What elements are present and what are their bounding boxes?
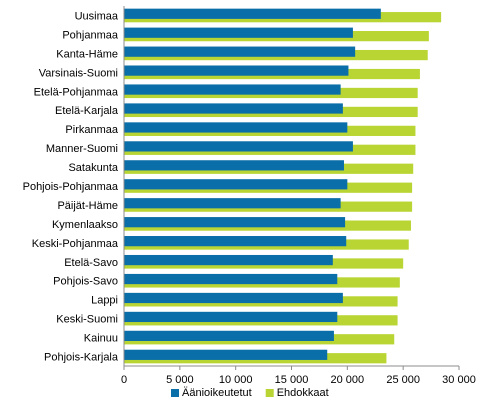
bar-aanioikeutetut-kymenlaakso (124, 217, 346, 228)
category-label-kanta-hame: Kanta-Häme (56, 48, 118, 60)
category-label-pohjois-karjala: Pohjois-Karjala (44, 352, 119, 364)
category-label-etela-pohjanmaa: Etelä-Pohjanmaa (34, 86, 119, 98)
bar-aanioikeutetut-pohjanmaa (124, 27, 353, 38)
category-label-etela-savo: Etelä-Savo (64, 257, 118, 269)
legend-swatch-aanioikeutetut (171, 389, 179, 397)
value-axis: 0 5 000 10 000 15 000 20 000 25 000 30 000 (121, 365, 476, 386)
bar-aanioikeutetut-manner-suomi (124, 141, 353, 152)
bar-aanioikeutetut-keski-pohjanmaa (124, 236, 347, 247)
x-tick-label: 15 000 (275, 374, 309, 386)
x-tick-label: 20 000 (331, 374, 365, 386)
x-tick-label: 25 000 (386, 374, 420, 386)
category-label-lappi: Lappi (91, 295, 118, 307)
bar-aanioikeutetut-etela-savo (124, 254, 333, 266)
plot-area (124, 8, 442, 364)
bar-aanioikeutetut-lappi (124, 292, 343, 304)
bar-aanioikeutetut-satakunta (124, 160, 344, 171)
category-label-pirkanmaa: Pirkanmaa (65, 124, 118, 136)
bar-aanioikeutetut-pirkanmaa (124, 122, 348, 133)
bar-aanioikeutetut-pohjois-karjala (124, 349, 328, 360)
bar-aanioikeutetut-pohjois-savo (124, 273, 338, 285)
category-label-keski-pohjanmaa: Keski-Pohjanmaa (32, 238, 119, 250)
bar-aanioikeutetut-kanta-hame (124, 46, 356, 57)
bar-aanioikeutetut-kainuu (124, 330, 334, 341)
category-label-pohjanmaa: Pohjanmaa (62, 29, 119, 41)
x-tick-label: 5 000 (166, 374, 194, 386)
bar-aanioikeutetut-uusimaa (124, 8, 381, 19)
bar-aanioikeutetut-varsinais-suomi (124, 65, 349, 76)
x-tick-label: 0 (121, 374, 127, 386)
category-label-kainuu: Kainuu (84, 333, 118, 345)
category-label-manner-suomi: Manner-Suomi (46, 143, 118, 155)
x-tick-label: 10 000 (219, 374, 253, 386)
bar-aanioikeutetut-etela-pohjanmaa (124, 84, 341, 95)
x-tick-label: 30 000 (442, 374, 476, 386)
legend-label-ehdokkaat: Ehdokkaat (277, 387, 329, 399)
category-label-pohjois-savo: Pohjois-Savo (53, 276, 118, 288)
category-label-pohjois-pohjanmaa: Pohjois-Pohjanmaa (23, 181, 119, 193)
legend: Äänioikeutetut Ehdokkaat (171, 387, 329, 399)
category-label-varsinais-suomi: Varsinais-Suomi (39, 67, 118, 79)
category-axis: Uusimaa Pohjanmaa Kanta-Häme Varsinais-Suom… (23, 6, 125, 366)
category-label-keski-suomi: Keski-Suomi (56, 314, 118, 326)
bar-aanioikeutetut-keski-suomi (124, 311, 338, 323)
category-label-paijat-hame: Päijät-Häme (57, 200, 118, 212)
legend-label-aanioikeutetut: Äänioikeutetut (182, 387, 252, 399)
bar-aanioikeutetut-pohjois-pohjanmaa (124, 179, 348, 190)
category-label-uusimaa: Uusimaa (75, 10, 119, 22)
legend-swatch-ehdokkaat (265, 389, 274, 397)
bar-aanioikeutetut-etela-karjala (124, 103, 343, 114)
category-label-kymenlaakso: Kymenlaakso (52, 219, 118, 231)
category-label-etela-karjala: Etelä-Karjala (55, 105, 119, 117)
category-label-satakunta: Satakunta (68, 162, 118, 174)
bar-aanioikeutetut-paijat-hame (124, 198, 341, 209)
